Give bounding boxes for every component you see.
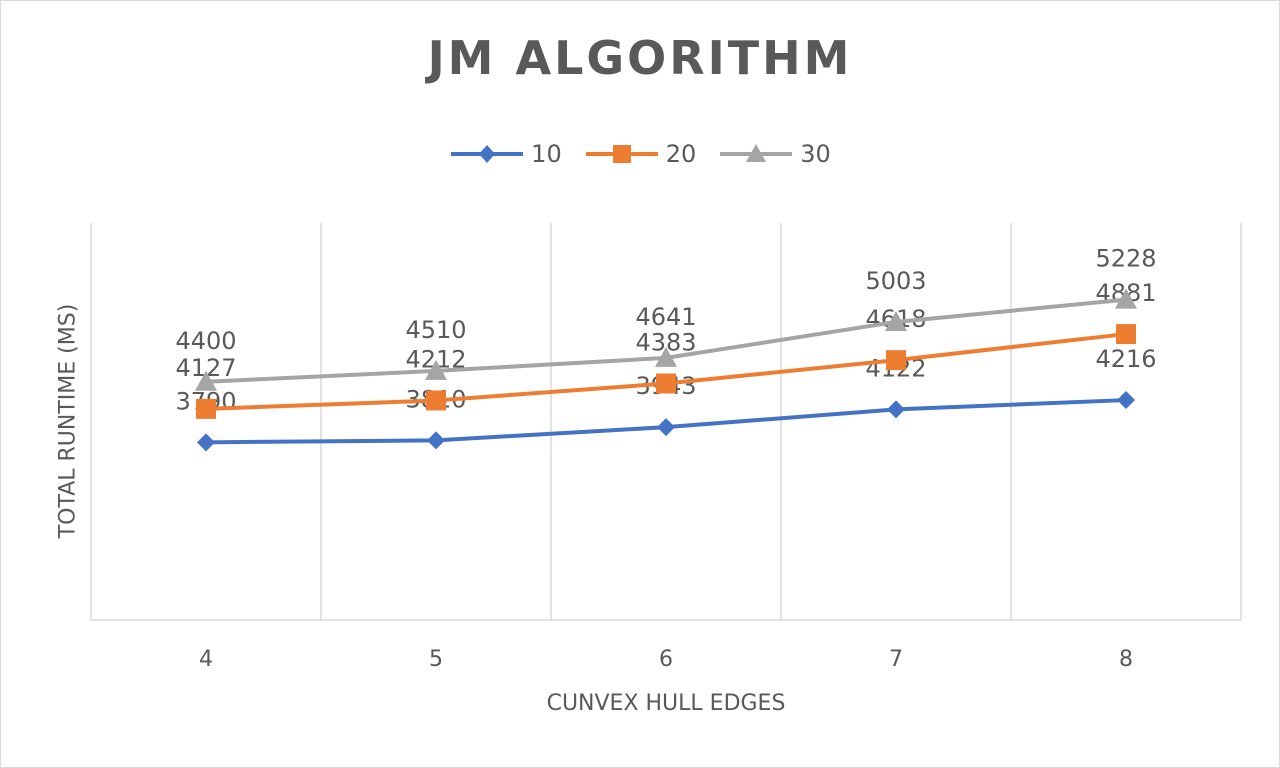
x-tick-label: 6 [659, 647, 673, 672]
data-label: 5228 [1095, 245, 1156, 273]
legend-marker-triangle [720, 144, 793, 162]
data-point [1117, 391, 1135, 410]
data-point [427, 431, 445, 450]
legend-label: 20 [665, 140, 697, 168]
data-label: 4641 [635, 303, 696, 331]
data-label: 4216 [1095, 345, 1156, 373]
data-point [885, 310, 907, 331]
x-axis-title: CUNVEX HULL EDGES [546, 691, 786, 716]
data-point [657, 418, 675, 437]
chart-title: JM ALGORITHM [427, 31, 853, 85]
data-point [196, 398, 216, 419]
x-tick-label: 4 [199, 647, 213, 672]
legend-label: 30 [800, 140, 831, 168]
legend-label: 10 [531, 140, 562, 168]
data-point [197, 433, 215, 452]
data-point [655, 346, 677, 367]
data-point [656, 373, 676, 394]
data-point [1116, 324, 1136, 345]
legend-item-series-1: 10 [449, 140, 562, 168]
data-label: 4400 [175, 327, 236, 355]
data-label: 5003 [865, 267, 926, 295]
x-tick-label: 8 [1119, 647, 1133, 672]
legend-item-series-2: 20 [584, 140, 697, 168]
legend-marker-square [585, 145, 658, 163]
x-tick-label: 5 [429, 647, 443, 672]
legend-item-series-3: 30 [718, 140, 831, 168]
legend-marker-diamond [451, 145, 524, 163]
data-point [1115, 288, 1137, 309]
x-tick-label: 7 [889, 647, 903, 672]
data-point [426, 390, 446, 411]
data-point [886, 350, 906, 371]
data-label: 4510 [405, 316, 466, 344]
data-point [425, 359, 447, 380]
data-point [887, 400, 905, 419]
data-point [195, 370, 217, 391]
chart-legend: 10 20 30 [1, 136, 1279, 172]
